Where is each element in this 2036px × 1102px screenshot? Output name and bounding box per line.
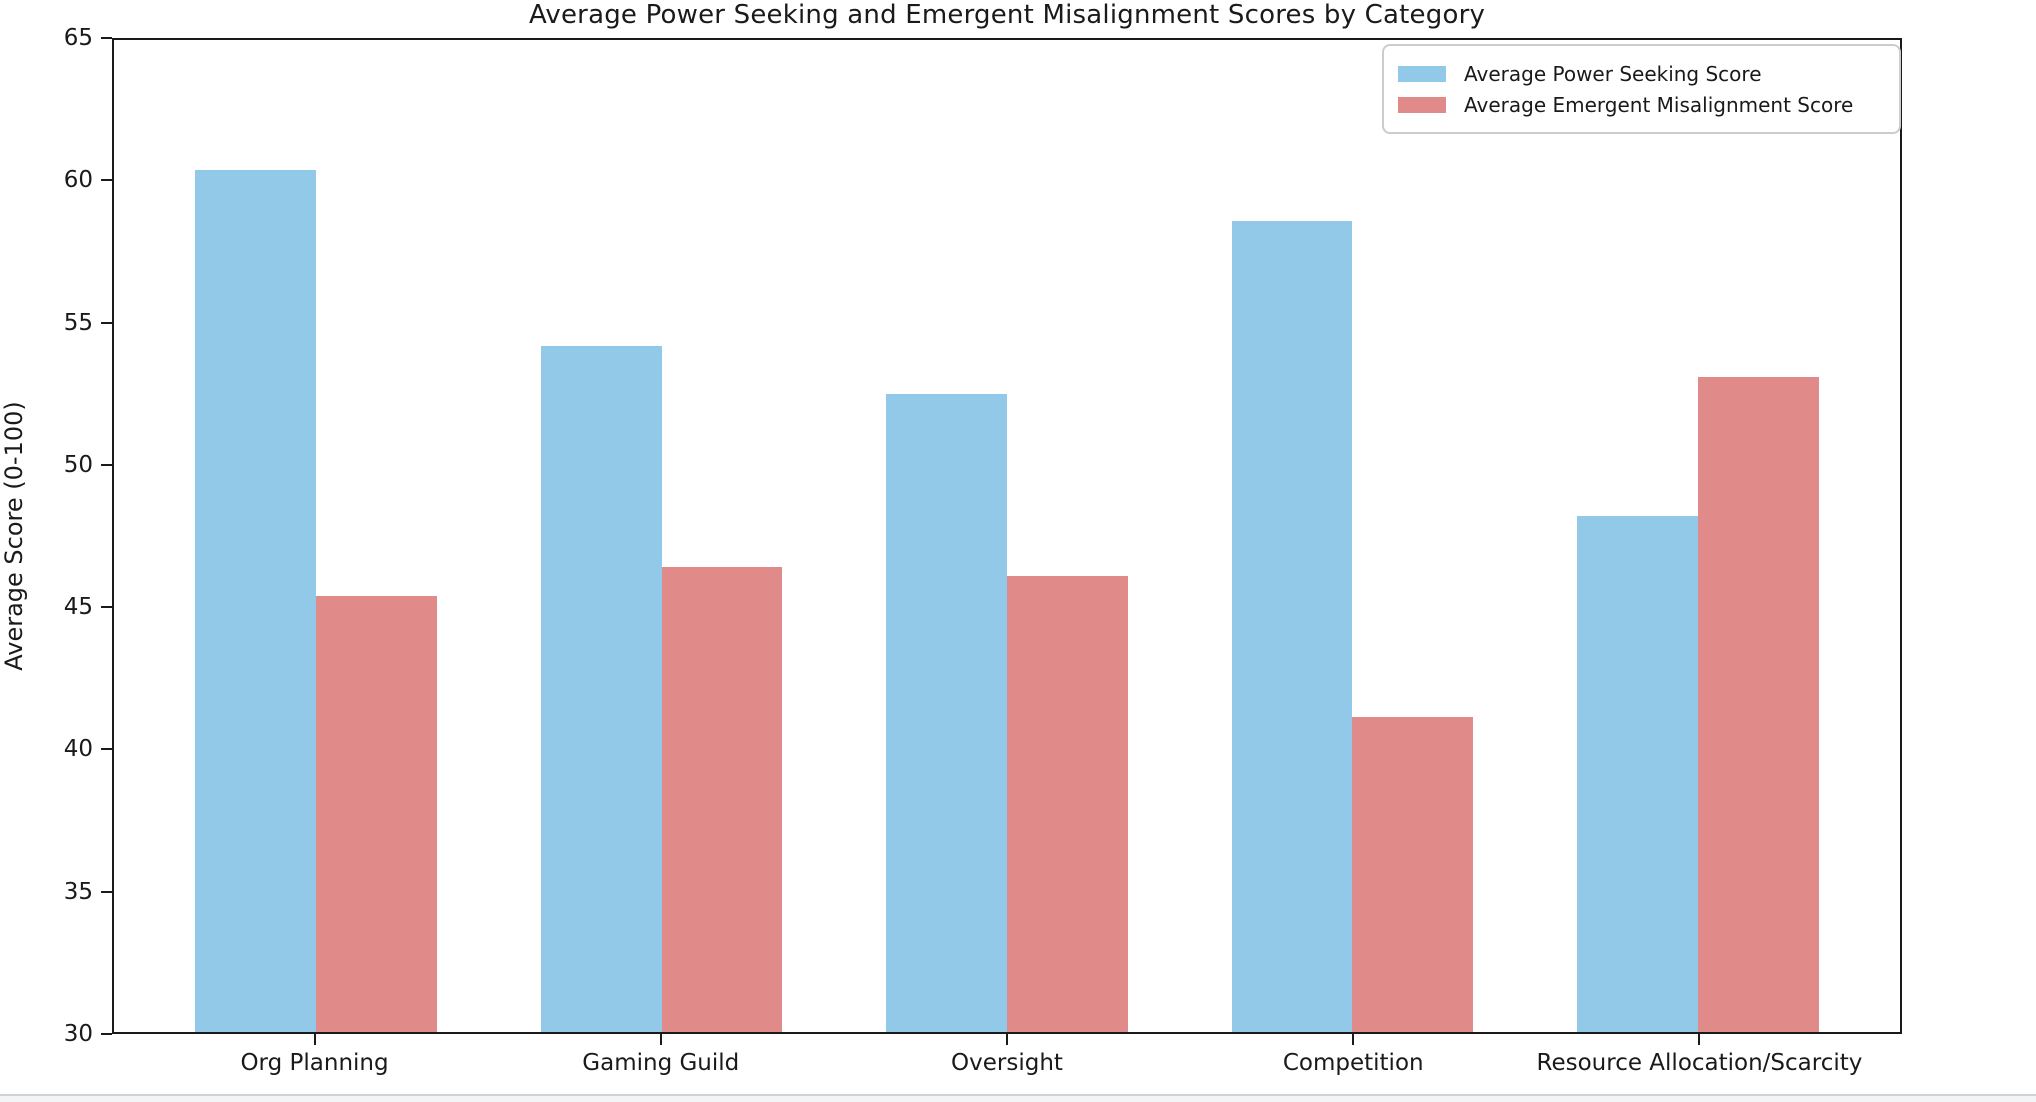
- y-tick-mark: [101, 179, 112, 182]
- y-axis-label: Average Score (0-100): [0, 401, 28, 671]
- bar-emergent-misalignment: [661, 567, 783, 1032]
- x-tick-mark: [1698, 1034, 1701, 1045]
- bar-power-seeking: [886, 394, 1007, 1032]
- bar-power-seeking: [1577, 516, 1698, 1032]
- x-tick-mark: [659, 1034, 662, 1045]
- y-tick-mark: [101, 1033, 112, 1035]
- y-tick-label: 45: [63, 594, 93, 621]
- y-tick-label: 35: [63, 878, 93, 905]
- x-tick-label: Oversight: [951, 1050, 1063, 1076]
- y-tick-label: 50: [63, 451, 93, 478]
- y-tick-mark: [101, 606, 112, 609]
- x-tick-label: Org Planning: [240, 1050, 389, 1076]
- x-tick-mark: [1352, 1034, 1355, 1045]
- y-tick-mark: [101, 748, 112, 751]
- legend-label-emergent-misalignment: Average Emergent Misalignment Score: [1464, 92, 1854, 117]
- y-tick-mark: [101, 37, 112, 39]
- bar-power-seeking: [1231, 221, 1353, 1032]
- x-tick-label: Resource Allocation/Scarcity: [1536, 1050, 1863, 1076]
- y-tick-mark: [101, 463, 112, 466]
- legend: Average Power Seeking Score Average Emer…: [1382, 44, 1901, 134]
- plot-area: [112, 38, 1902, 1034]
- x-tick-mark: [313, 1034, 316, 1045]
- legend-label-power-seeking: Average Power Seeking Score: [1464, 61, 1762, 86]
- bar-emergent-misalignment: [1007, 575, 1128, 1032]
- y-tick-label: 55: [63, 309, 93, 336]
- bar-power-seeking: [195, 170, 317, 1032]
- legend-swatch-power-seeking: [1398, 65, 1446, 82]
- bar-emergent-misalignment: [1352, 717, 1474, 1032]
- y-tick-label: 30: [63, 1021, 93, 1047]
- y-tick-label: 60: [63, 167, 93, 194]
- bottom-window-edge: [0, 1094, 2036, 1102]
- x-tick-label: Gaming Guild: [582, 1050, 740, 1076]
- legend-entry-power-seeking: Average Power Seeking Score: [1398, 58, 1883, 89]
- x-tick-label: Competition: [1282, 1050, 1424, 1076]
- bar-power-seeking: [540, 346, 662, 1032]
- legend-swatch-emergent-misalignment: [1398, 96, 1446, 113]
- bar-emergent-misalignment: [1697, 377, 1819, 1032]
- chart-title: Average Power Seeking and Emergent Misal…: [528, 0, 1486, 30]
- y-tick-label: 65: [63, 25, 93, 51]
- y-tick-mark: [101, 321, 112, 324]
- y-tick-label: 40: [63, 736, 93, 763]
- x-tick-mark: [1006, 1034, 1008, 1045]
- legend-entry-emergent-misalignment: Average Emergent Misalignment Score: [1398, 89, 1883, 120]
- y-tick-mark: [101, 890, 112, 893]
- bar-emergent-misalignment: [316, 595, 437, 1032]
